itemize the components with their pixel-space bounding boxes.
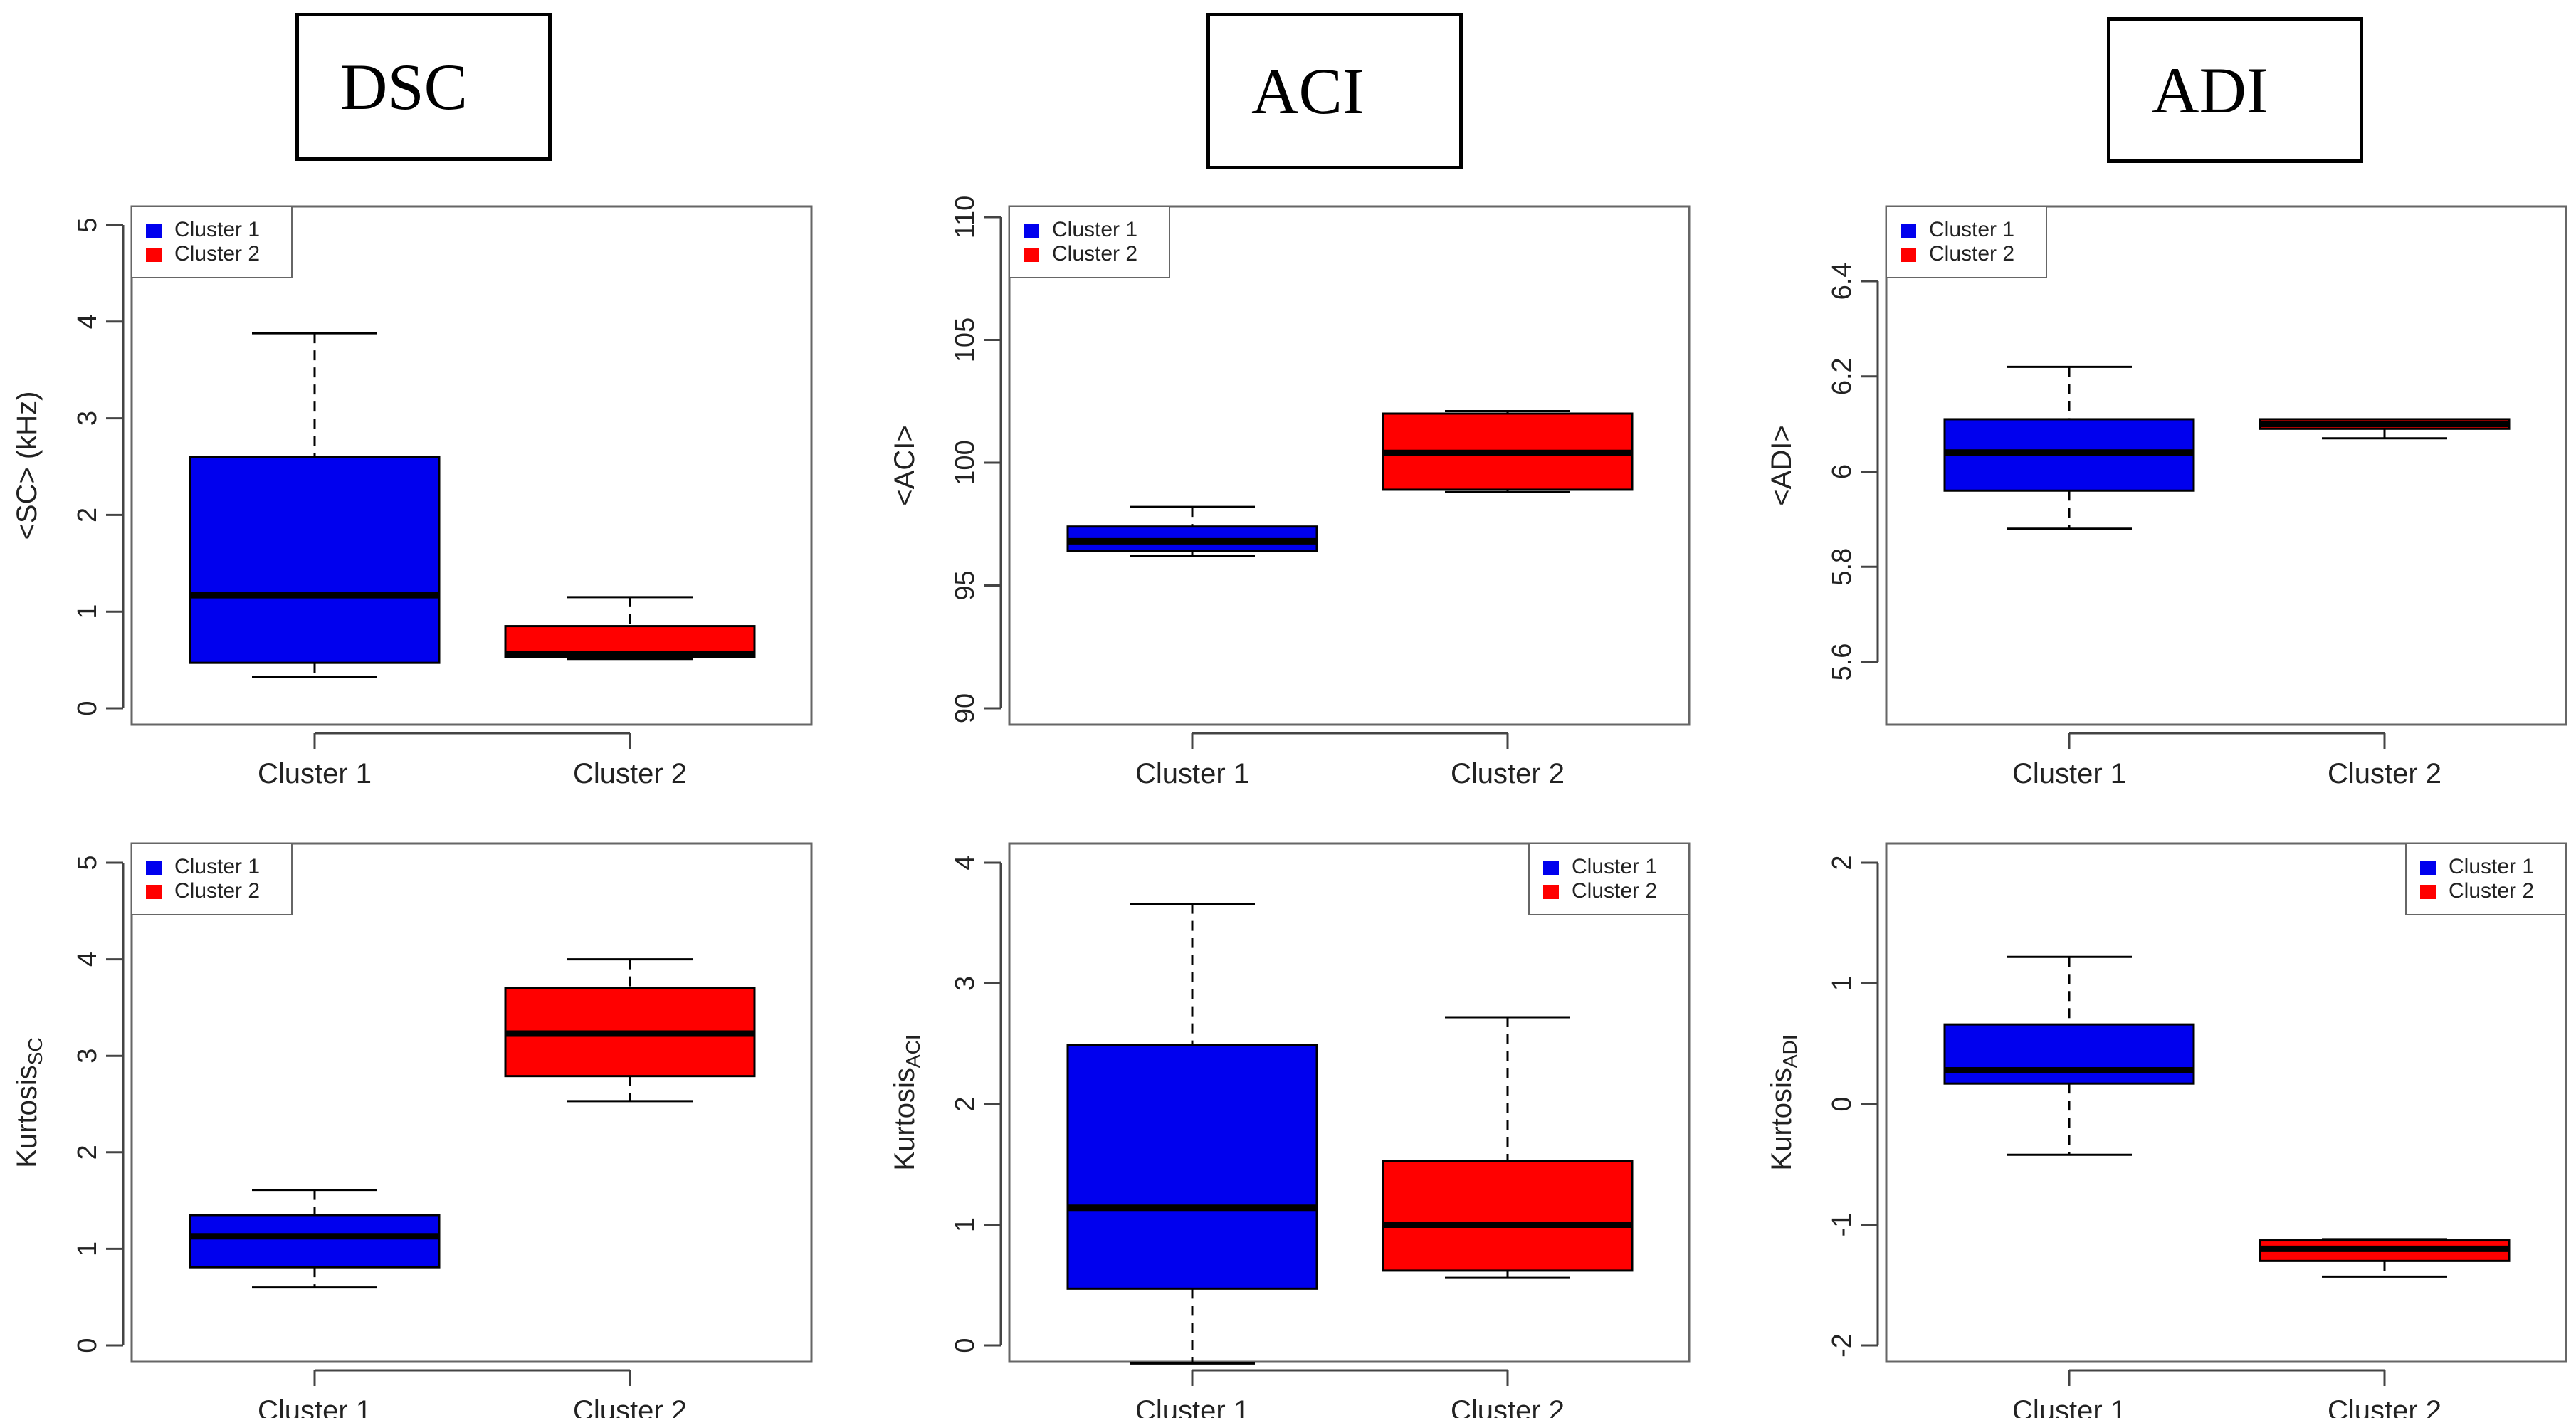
panel-1-legend-swatch-2 bbox=[146, 248, 162, 262]
panel-1-x-tick-label-0: Cluster 1 bbox=[258, 758, 372, 789]
panel-1-y-axis-label: <SC> (kHz) bbox=[11, 392, 43, 540]
panel-4-legend-swatch-2 bbox=[146, 885, 162, 899]
panel-5-y-tick-label-4: 4 bbox=[950, 855, 980, 870]
panel-4-y-axis-label: KurtosisSC bbox=[11, 1037, 47, 1167]
panel-4-legend-label-2: Cluster 2 bbox=[174, 879, 260, 903]
panel-3-y-tick-label-4: 6.4 bbox=[1827, 263, 1857, 300]
panel-2-legend-swatch-2 bbox=[1024, 248, 1039, 262]
panel-4-y-tick-label-2: 2 bbox=[73, 1145, 102, 1160]
panel-6-x-tick-label-0: Cluster 1 bbox=[2012, 1395, 2126, 1418]
panel-5-legend-label-1: Cluster 1 bbox=[1572, 855, 1657, 878]
panel-2-legend-swatch-1 bbox=[1024, 224, 1039, 238]
panel-6-y-tick-label-2: 0 bbox=[1827, 1096, 1857, 1111]
panel-2-y-tick-label-2: 100 bbox=[950, 440, 980, 485]
panel-2-x-tick-label-0: Cluster 1 bbox=[1135, 758, 1249, 789]
panel-6-x-tick-label-1: Cluster 2 bbox=[2328, 1395, 2441, 1418]
panel-4-legend-label-1: Cluster 1 bbox=[174, 855, 260, 878]
panel-3-legend-label-2: Cluster 2 bbox=[1929, 242, 2014, 266]
column-title-dsc: DSC bbox=[295, 13, 552, 161]
panel-6-legend-swatch-2 bbox=[2420, 885, 2436, 899]
panel-1-y-tick-label-4: 4 bbox=[73, 314, 102, 329]
panel-5-legend-box bbox=[1528, 843, 1690, 915]
panel-4-y-tick-label-3: 3 bbox=[73, 1049, 102, 1064]
panel-2-plot-frame bbox=[1008, 205, 1691, 726]
panel-2-y-tick-label-1: 95 bbox=[950, 570, 980, 600]
panel-5-box-cluster-1-iqr-rect bbox=[1066, 1044, 1318, 1290]
panel-1-legend-label-1: Cluster 1 bbox=[174, 218, 260, 241]
panel-6-y-tick-label-3: 1 bbox=[1827, 976, 1857, 991]
panel-3-y-tick-label-1: 5.8 bbox=[1827, 548, 1857, 586]
panel-3-x-tick-label-1: Cluster 2 bbox=[2328, 758, 2441, 789]
panel-2-x-tick-label-1: Cluster 2 bbox=[1451, 758, 1565, 789]
panel-4-x-tick-label-1: Cluster 2 bbox=[573, 1395, 687, 1418]
panel-4-y-tick-label-1: 1 bbox=[73, 1241, 102, 1256]
panel-5-y-tick-label-3: 3 bbox=[950, 976, 980, 991]
panel-5-box-cluster-2-iqr-rect bbox=[1382, 1160, 1634, 1272]
panel-3-y-axis-label: <ADI> bbox=[1766, 425, 1797, 505]
panel-3-legend-box bbox=[1886, 206, 2047, 278]
panel-6-legend-label-1: Cluster 1 bbox=[2449, 855, 2534, 878]
panel-3-legend-swatch-2 bbox=[1901, 248, 1916, 262]
panel-6-y-tick-label-0: -2 bbox=[1827, 1333, 1857, 1357]
panel-5-y-tick-label-1: 1 bbox=[950, 1217, 980, 1232]
panel-6-y-axis-label: KurtosisADI bbox=[1766, 1034, 1802, 1170]
panel-2-y-tick-label-0: 90 bbox=[950, 693, 980, 723]
panel-3-y-tick-label-3: 6.2 bbox=[1827, 357, 1857, 395]
panel-1-box-cluster-1-iqr-rect bbox=[189, 456, 441, 664]
panel-2-y-tick-label-4: 110 bbox=[950, 196, 980, 239]
panel-2-y-axis-label: <ACI> bbox=[889, 425, 920, 505]
panel-3-plot-frame bbox=[1885, 205, 2567, 726]
panel-3-y-tick-label-2: 6 bbox=[1827, 464, 1857, 479]
panel-1-legend-swatch-1 bbox=[146, 224, 162, 238]
panel-3-legend-swatch-1 bbox=[1901, 224, 1916, 238]
panel-5-y-axis-label: KurtosisACI bbox=[889, 1034, 925, 1170]
panel-6-y-tick-label-4: 2 bbox=[1827, 855, 1857, 870]
panel-4-plot-frame bbox=[130, 842, 813, 1363]
panel-1-y-tick-label-0: 0 bbox=[73, 700, 102, 715]
panel-2-legend-label-1: Cluster 1 bbox=[1052, 218, 1137, 241]
panel-6-box-cluster-1-iqr-rect bbox=[1943, 1023, 2195, 1085]
panel-4-box-cluster-1-iqr-rect bbox=[189, 1214, 441, 1269]
panel-6-legend-label-2: Cluster 2 bbox=[2449, 879, 2534, 903]
panel-2-legend-box bbox=[1009, 206, 1170, 278]
panel-4-legend-swatch-1 bbox=[146, 861, 162, 875]
panel-4-y-tick-label-0: 0 bbox=[73, 1338, 102, 1353]
panel-3-legend-label-1: Cluster 1 bbox=[1929, 218, 2014, 241]
panel-1-y-tick-label-5: 5 bbox=[73, 217, 102, 232]
panel-2-legend-label-2: Cluster 2 bbox=[1052, 242, 1137, 266]
panel-5-x-tick-label-1: Cluster 2 bbox=[1451, 1395, 1565, 1418]
panel-1-y-tick-label-1: 1 bbox=[73, 604, 102, 619]
panel-1-x-tick-label-1: Cluster 2 bbox=[573, 758, 687, 789]
column-title-aci: ACI bbox=[1206, 13, 1463, 169]
panel-5-legend-swatch-1 bbox=[1543, 861, 1559, 875]
panel-1-legend-box bbox=[131, 206, 293, 278]
panel-5-y-tick-label-0: 0 bbox=[950, 1338, 980, 1353]
panel-5-legend-swatch-2 bbox=[1543, 885, 1559, 899]
panel-6-legend-swatch-1 bbox=[2420, 861, 2436, 875]
panel-6-legend-box bbox=[2405, 843, 2567, 915]
panel-1-y-tick-label-2: 2 bbox=[73, 508, 102, 522]
panel-5-legend-label-2: Cluster 2 bbox=[1572, 879, 1657, 903]
column-title-adi: ADI bbox=[2107, 17, 2363, 163]
panel-5-plot-frame bbox=[1008, 842, 1691, 1363]
panel-1-plot-frame bbox=[130, 205, 813, 726]
panel-5-y-tick-label-2: 2 bbox=[950, 1096, 980, 1111]
panel-6-y-tick-label-1: -1 bbox=[1827, 1213, 1857, 1237]
panel-3-x-tick-label-0: Cluster 1 bbox=[2012, 758, 2126, 789]
panel-4-y-tick-label-4: 4 bbox=[73, 952, 102, 967]
panel-6-plot-frame bbox=[1885, 842, 2567, 1363]
panel-4-y-tick-label-5: 5 bbox=[73, 855, 102, 870]
panel-4-legend-box bbox=[131, 843, 293, 915]
panel-1-y-tick-label-3: 3 bbox=[73, 411, 102, 426]
panel-1-legend-label-2: Cluster 2 bbox=[174, 242, 260, 266]
panel-3-y-tick-label-0: 5.6 bbox=[1827, 644, 1857, 681]
panel-2-y-tick-label-3: 105 bbox=[950, 317, 980, 362]
panel-5-x-tick-label-0: Cluster 1 bbox=[1135, 1395, 1249, 1418]
panel-4-x-tick-label-0: Cluster 1 bbox=[258, 1395, 372, 1418]
